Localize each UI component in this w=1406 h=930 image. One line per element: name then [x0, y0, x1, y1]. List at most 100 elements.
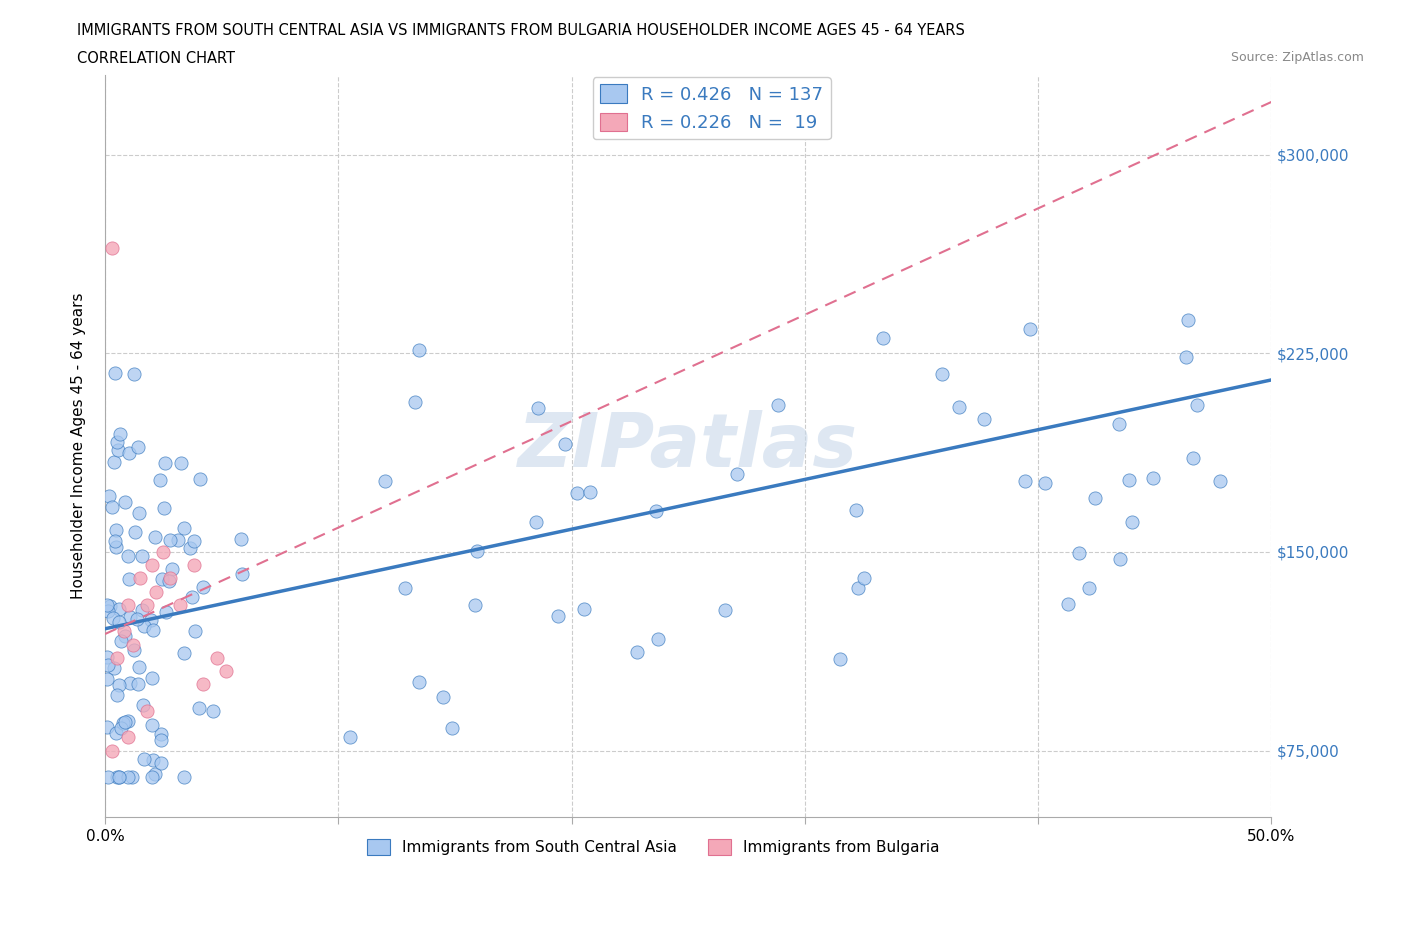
Point — [104, 725, 127, 740]
Point — [188, 472, 211, 486]
Point — [465, 544, 488, 559]
Point — [768, 397, 790, 412]
Point — [565, 485, 588, 500]
Point — [117, 597, 139, 612]
Point — [96, 720, 118, 735]
Point — [98, 598, 121, 613]
Point — [105, 769, 128, 784]
Point — [1067, 546, 1090, 561]
Point — [404, 394, 426, 409]
Point — [108, 769, 131, 784]
Point — [440, 720, 463, 735]
Point — [852, 571, 875, 586]
Point — [931, 366, 953, 381]
Point — [105, 434, 128, 449]
Point — [339, 730, 361, 745]
Point — [114, 495, 136, 510]
Point — [159, 573, 181, 588]
Point — [872, 330, 894, 345]
Point — [118, 609, 141, 624]
Point — [205, 650, 228, 665]
Point — [229, 531, 252, 546]
Point — [142, 622, 165, 637]
Point — [107, 688, 129, 703]
Point — [122, 637, 145, 652]
Point — [153, 456, 176, 471]
Point — [101, 499, 124, 514]
Point — [125, 611, 148, 626]
Text: CORRELATION CHART: CORRELATION CHART — [77, 51, 235, 66]
Point — [139, 613, 162, 628]
Point — [96, 671, 118, 686]
Point — [572, 602, 595, 617]
Point — [169, 597, 191, 612]
Point — [141, 769, 163, 784]
Point — [145, 584, 167, 599]
Y-axis label: Householder Income Ages 45 - 64 years: Householder Income Ages 45 - 64 years — [72, 293, 86, 599]
Point — [124, 643, 146, 658]
Point — [148, 472, 170, 487]
Point — [179, 540, 201, 555]
Point — [183, 558, 205, 573]
Point — [973, 411, 995, 426]
Point — [96, 649, 118, 664]
Point — [132, 751, 155, 766]
Point — [231, 566, 253, 581]
Point — [129, 571, 152, 586]
Point — [108, 769, 131, 784]
Point — [150, 571, 173, 586]
Point — [128, 505, 150, 520]
Point — [149, 727, 172, 742]
Point — [104, 523, 127, 538]
Point — [101, 610, 124, 625]
Point — [1108, 417, 1130, 432]
Point — [155, 604, 177, 619]
Point — [846, 580, 869, 595]
Point — [108, 427, 131, 442]
Point — [141, 718, 163, 733]
Point — [173, 769, 195, 784]
Point — [215, 664, 238, 679]
Point — [132, 698, 155, 712]
Point — [191, 677, 214, 692]
Point — [1175, 350, 1198, 365]
Point — [1084, 490, 1107, 505]
Point — [1109, 551, 1132, 566]
Point — [173, 521, 195, 536]
Point — [103, 455, 125, 470]
Point — [117, 549, 139, 564]
Text: IMMIGRANTS FROM SOUTH CENTRAL ASIA VS IMMIGRANTS FROM BULGARIA HOUSEHOLDER INCOM: IMMIGRANTS FROM SOUTH CENTRAL ASIA VS IM… — [77, 23, 965, 38]
Point — [111, 716, 134, 731]
Point — [1077, 580, 1099, 595]
Point — [1033, 475, 1056, 490]
Point — [110, 633, 132, 648]
Point — [118, 445, 141, 460]
Point — [131, 548, 153, 563]
Point — [104, 366, 127, 381]
Point — [143, 530, 166, 545]
Point — [108, 615, 131, 630]
Point — [159, 533, 181, 548]
Legend: Immigrants from South Central Asia, Immigrants from Bulgaria: Immigrants from South Central Asia, Immi… — [361, 832, 945, 861]
Point — [101, 743, 124, 758]
Point — [127, 676, 149, 691]
Point — [201, 703, 224, 718]
Point — [127, 440, 149, 455]
Point — [394, 580, 416, 595]
Point — [1177, 312, 1199, 327]
Point — [181, 590, 204, 604]
Point — [187, 700, 209, 715]
Point — [1142, 471, 1164, 485]
Point — [105, 650, 128, 665]
Point — [105, 539, 128, 554]
Point — [526, 400, 548, 415]
Point — [948, 400, 970, 415]
Point — [122, 366, 145, 381]
Point — [714, 603, 737, 618]
Point — [184, 624, 207, 639]
Point — [98, 489, 121, 504]
Point — [408, 342, 430, 357]
Point — [114, 714, 136, 729]
Point — [96, 597, 118, 612]
Point — [141, 558, 163, 573]
